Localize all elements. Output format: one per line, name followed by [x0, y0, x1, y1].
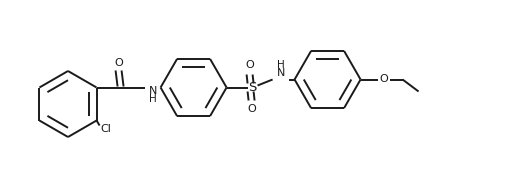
Text: H: H [277, 60, 285, 70]
Text: O: O [245, 60, 254, 70]
Text: N: N [148, 85, 157, 95]
Text: O: O [247, 104, 256, 114]
Text: O: O [114, 57, 123, 68]
Text: N: N [276, 69, 285, 79]
Text: Cl: Cl [100, 123, 111, 133]
Text: O: O [379, 74, 388, 84]
Text: S: S [248, 81, 257, 94]
Text: H: H [149, 94, 156, 103]
